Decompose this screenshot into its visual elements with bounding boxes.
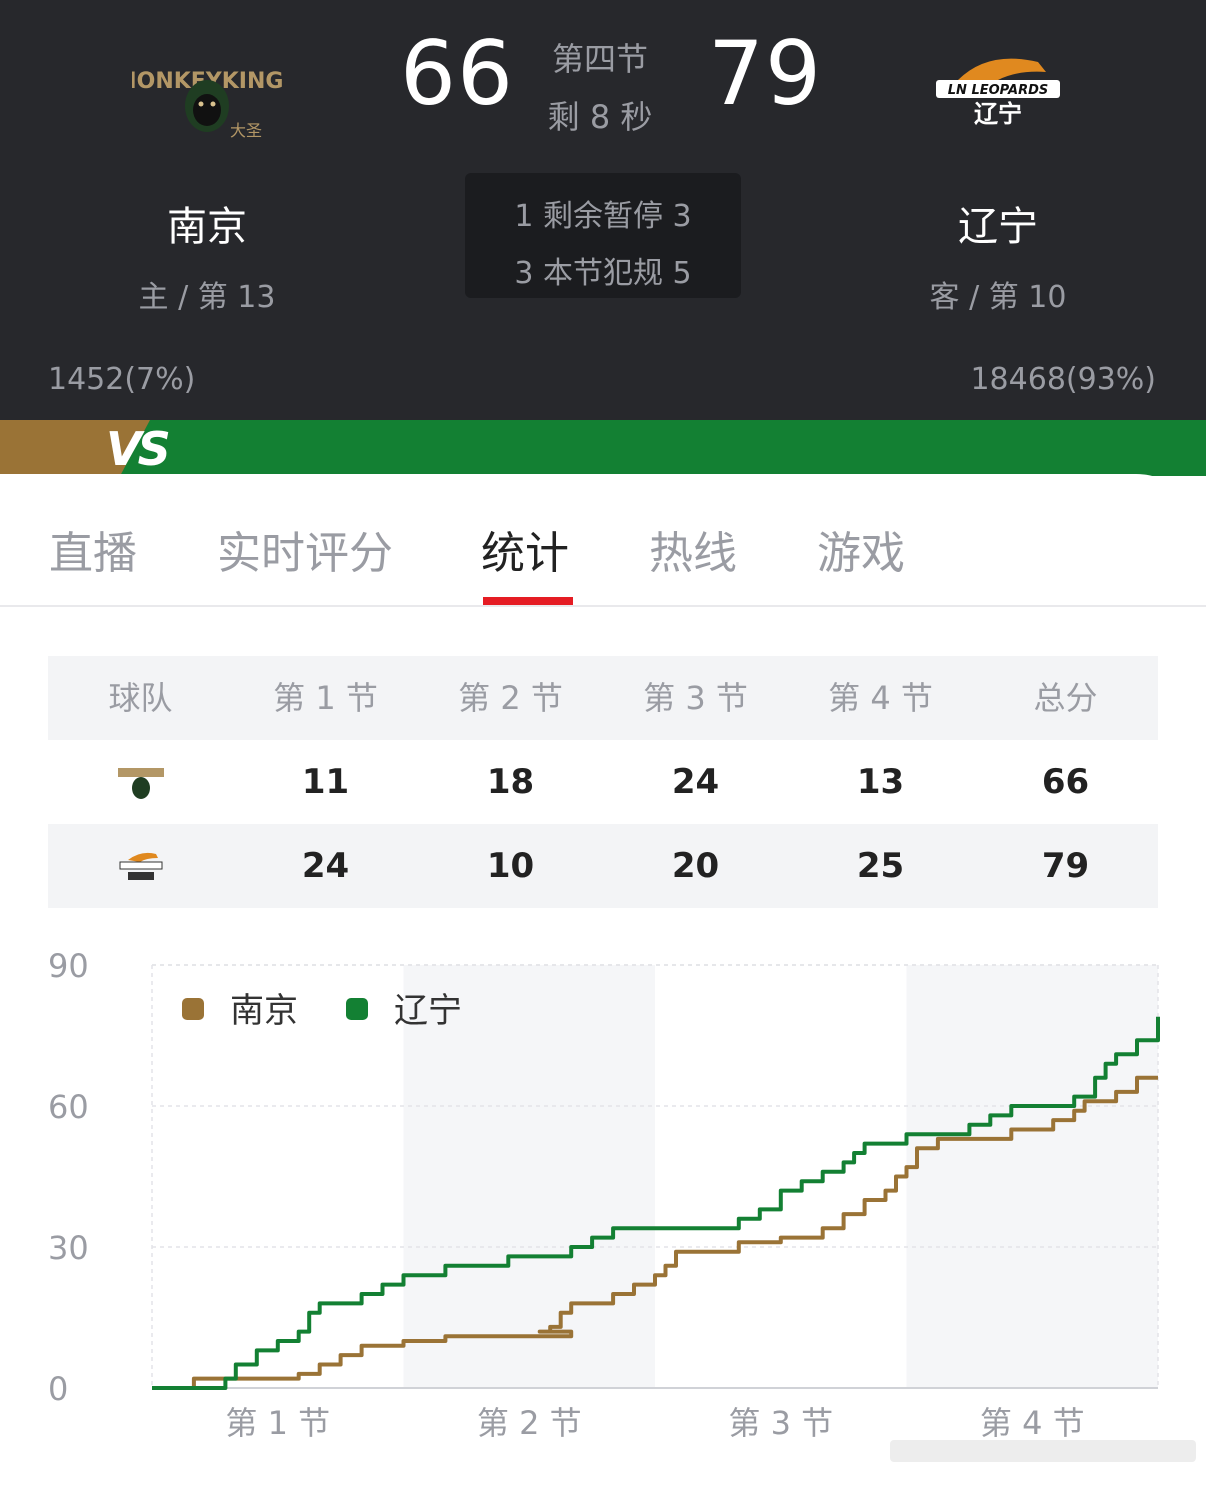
home-support-count: 1452(7%)	[48, 362, 196, 397]
x-tick-label: 第 4 节	[980, 1404, 1085, 1440]
tab-ratings[interactable]: 实时评分	[217, 528, 393, 579]
total-cell: 66	[1041, 762, 1090, 802]
score-cell: 13	[856, 762, 905, 802]
series-line-home	[152, 1075, 1158, 1390]
quarter-band	[403, 965, 655, 1388]
timeouts-remaining: 1 剩余暂停 3	[514, 199, 692, 234]
score-cell: 24	[301, 846, 350, 886]
scoreboard-header: MONKEYKINGS 大圣 66 第四节 剩 8 秒 79 LN LEOPAR…	[0, 0, 1206, 420]
away-team-rank: 客 / 第 10	[929, 280, 1067, 315]
svg-text:LN LEOPARDS: LN LEOPARDS	[948, 83, 1048, 98]
score-cell: 10	[486, 846, 535, 886]
period-label: 第四节	[551, 40, 648, 78]
header-q3: 第 3 节	[643, 679, 748, 717]
tab-bar	[0, 474, 1206, 607]
svg-text:大圣: 大圣	[230, 121, 262, 140]
vs-label: VS	[106, 422, 171, 476]
legend-label: 南京	[230, 991, 298, 1031]
support-ratio-bar[interactable]	[0, 420, 1206, 476]
svg-text:辽宁: 辽宁	[974, 100, 1022, 128]
tab-live[interactable]: 直播	[49, 528, 137, 579]
score-cell: 20	[671, 846, 720, 886]
x-tick-label: 第 2 节	[477, 1404, 582, 1440]
header-q2: 第 2 节	[458, 679, 563, 717]
active-tab-indicator	[483, 597, 573, 605]
legend-label: 辽宁	[394, 991, 462, 1031]
home-team-rank: 主 / 第 13	[138, 280, 276, 315]
table-header-row: 球队 第 1 节 第 2 节 第 3 节 第 4 节 总分	[48, 656, 1158, 740]
total-cell: 79	[1041, 846, 1090, 886]
away-support-count: 18468(93%)	[970, 362, 1156, 397]
game-stat-box: 1 剩余暂停 3 3 本节犯规 5	[465, 173, 741, 298]
score-progression-chart: 0 30 60 90 第 1 节 第 2 节 第 3 节 第 4 节 南京 辽宁	[48, 947, 1160, 1440]
home-team-name: 南京	[167, 204, 247, 250]
y-tick-label: 60	[48, 1088, 89, 1126]
table-row: 11 18 24 13 66	[48, 740, 1158, 824]
score-cell: 11	[301, 762, 350, 802]
y-tick-label: 90	[48, 947, 89, 985]
header-q4: 第 4 节	[828, 679, 933, 717]
nanjing-mini-logo	[118, 768, 164, 799]
tab-games[interactable]: 游戏	[817, 528, 905, 579]
tab-stats[interactable]: 统计	[481, 528, 569, 579]
away-score: 79	[708, 22, 822, 125]
header-q1: 第 1 节	[273, 679, 378, 717]
score-cell: 25	[856, 846, 905, 886]
home-score: 66	[400, 22, 514, 125]
quarter-band	[906, 965, 1158, 1388]
table-row: 24 10 20 25 79	[48, 824, 1158, 908]
x-tick-label: 第 3 节	[728, 1404, 833, 1440]
nanjing-monkeykings-logo: MONKEYKINGS 大圣	[132, 69, 282, 140]
legend-swatch	[346, 998, 368, 1020]
time-remaining: 剩 8 秒	[547, 98, 653, 136]
liaoning-leopards-logo: LN LEOPARDS 辽宁	[936, 58, 1060, 128]
score-cell: 18	[486, 762, 535, 802]
series-line-away	[152, 1016, 1160, 1390]
quarter-fouls: 3 本节犯规 5	[514, 256, 692, 291]
x-tick-label: 第 1 节	[225, 1404, 330, 1440]
home-support-fill	[0, 420, 150, 476]
legend-swatch	[182, 998, 204, 1020]
away-team-name: 辽宁	[958, 204, 1038, 250]
score-cell: 24	[671, 762, 720, 802]
header-total: 总分	[1033, 679, 1098, 717]
tab-hotline[interactable]: 热线	[649, 528, 737, 579]
y-tick-label: 0	[48, 1370, 68, 1408]
watermark	[890, 1440, 1196, 1462]
header-team: 球队	[108, 679, 173, 717]
quarter-score-table: 球队 第 1 节 第 2 节 第 3 节 第 4 节 总分 11 18 24 1…	[48, 656, 1158, 908]
liaoning-mini-logo	[119, 852, 163, 880]
y-tick-label: 30	[48, 1229, 89, 1267]
